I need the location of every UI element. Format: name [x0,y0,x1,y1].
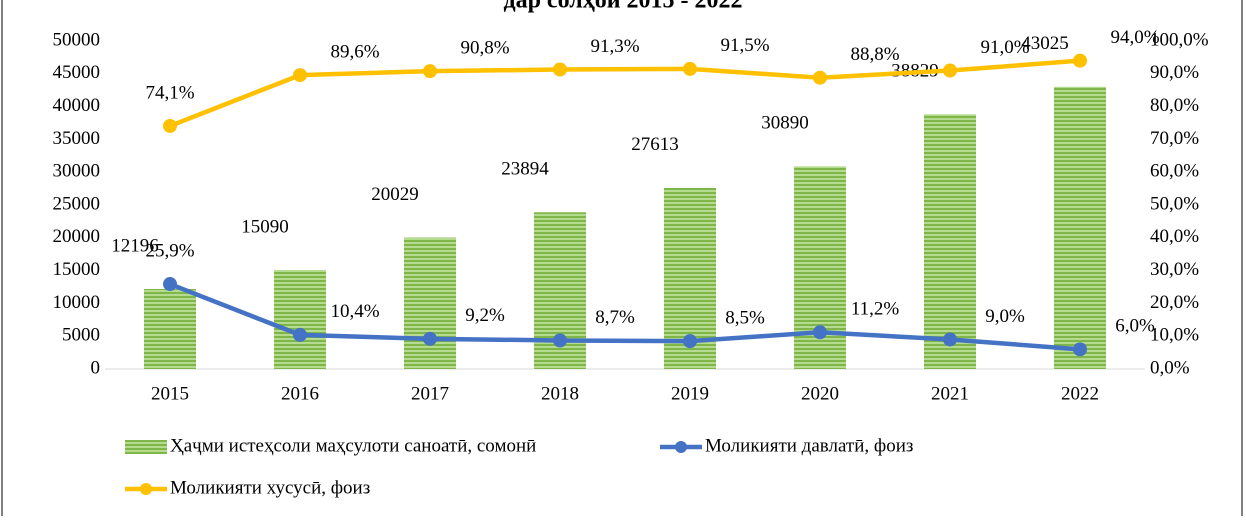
y2-tick-label: 90,0% [1150,62,1199,83]
line-value-label: 9,0% [985,306,1025,327]
x-tick-label: 2018 [541,383,579,404]
y2-tick-label: 40,0% [1150,226,1199,247]
line-value-label: 89,6% [330,41,379,62]
line-marker [943,63,957,78]
bar-value-label: 20029 [371,184,419,205]
line-value-label: 6,0% [1115,316,1155,337]
line-value-label: 11,2% [851,299,900,320]
y2-tick-label: 100,0% [1150,29,1209,50]
bar-value-label: 30890 [761,113,809,134]
line-marker [1073,342,1087,357]
y-tick-label: 5000 [62,325,100,346]
bar [274,270,326,369]
line-marker [553,62,567,77]
y2-tick-label: 50,0% [1150,193,1199,214]
line-value-label: 8,5% [725,307,765,328]
line-marker [423,331,437,346]
line-marker [163,118,177,133]
bar-value-label: 12196 [111,235,159,256]
y-tick-label: 10000 [53,292,101,313]
bar [1054,86,1106,370]
line [169,281,1081,352]
legend-swatch-marker [675,441,687,453]
legend-swatch [125,440,167,454]
legend-label: Ҳаҷми истеҳсоли маҳсулоти саноатӣ, сомон… [170,435,536,456]
line-value-label: 9,2% [465,305,505,326]
legend-label: Моликияти хусусӣ, фоиз [170,477,370,498]
x-tick-label: 2016 [281,383,319,404]
bar-value-label: 43025 [1021,33,1069,54]
x-tick-label: 2017 [411,383,449,404]
y2-tick-label: 20,0% [1150,292,1199,313]
line-marker [423,64,437,79]
y-tick-label: 0 [91,357,101,378]
line-marker [943,332,957,347]
line-marker [553,333,567,348]
line-value-label: 90,8% [460,38,509,59]
y-tick-label: 15000 [53,259,101,280]
x-tick-label: 2019 [671,383,709,404]
y2-tick-label: 30,0% [1150,259,1199,280]
y2-tick-label: 0,0% [1150,357,1190,378]
line-value-label: 94,0% [1110,27,1159,48]
line-value-label: 91,5% [720,35,769,56]
bar [144,288,196,369]
bar-value-label: 15090 [241,216,289,237]
line-marker [813,325,827,340]
bar-value-label: 27613 [631,134,679,155]
y2-tick-label: 70,0% [1150,128,1199,149]
line-marker [813,70,827,85]
line-value-label: 8,7% [595,307,635,328]
y-tick-label: 50000 [53,29,101,50]
x-tick-label: 2021 [931,383,969,404]
x-tick-label: 2020 [801,383,839,404]
bar [404,237,456,369]
y-tick-label: 25000 [53,193,101,214]
y-tick-label: 40000 [53,95,101,116]
line-value-label: 91,0% [980,37,1029,58]
line-marker [163,277,177,292]
line-value-label: 88,8% [850,44,899,65]
legend-label: Моликияти давлатӣ, фоиз [705,435,913,456]
line-marker [683,334,697,349]
bar-value-label: 23894 [501,159,549,180]
line-marker [683,61,697,76]
x-tick-label: 2015 [151,383,189,404]
y-tick-label: 20000 [53,226,101,247]
y2-tick-label: 60,0% [1150,161,1199,182]
line-value-label: 10,4% [330,301,379,322]
line [169,58,1081,129]
line-marker [293,327,307,342]
chart-title: дар солҳои 2015 - 2022 [503,0,742,14]
legend-swatch-marker [140,483,152,495]
x-tick-label: 2022 [1061,383,1099,404]
y-tick-label: 45000 [53,62,101,83]
line-value-label: 25,9% [145,240,194,261]
y-tick-label: 35000 [53,128,101,149]
line-value-label: 74,1% [145,82,194,103]
y2-tick-label: 10,0% [1150,325,1199,346]
y2-tick-label: 80,0% [1150,95,1199,116]
bar [924,114,976,369]
line-marker [1073,53,1087,68]
y-tick-label: 30000 [53,161,101,182]
line-marker [293,68,307,83]
line-value-label: 91,3% [590,36,639,57]
